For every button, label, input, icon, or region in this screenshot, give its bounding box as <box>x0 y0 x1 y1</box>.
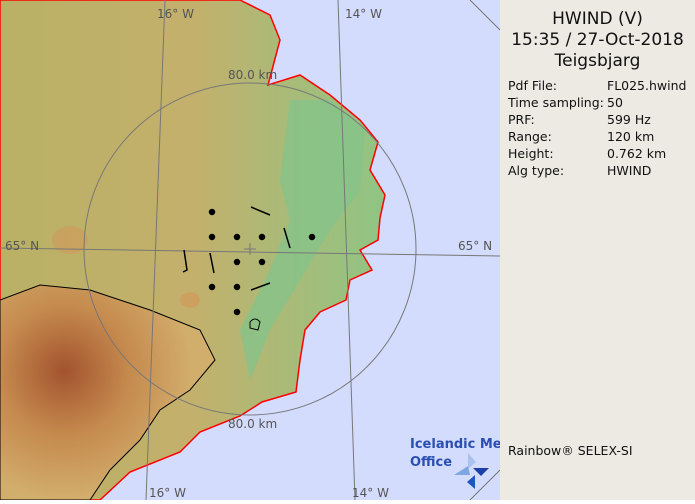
info-value: HWIND <box>607 163 652 178</box>
calm-point <box>258 233 266 241</box>
site-name: Teigsbjarg <box>554 51 641 71</box>
product-title: HWIND (V) <box>552 9 643 29</box>
calm-point <box>233 283 241 291</box>
range-label-bottom: 80.0 km <box>228 417 277 431</box>
lat-label-right: 65° N <box>458 239 492 253</box>
lat-label-left: 65° N <box>5 239 39 253</box>
lon-label-14w-top: 14° W <box>345 7 382 21</box>
meridian-14w <box>337 0 356 501</box>
wind-barb <box>283 227 291 249</box>
info-label: Time sampling: <box>508 95 604 110</box>
info-label: Height: <box>508 146 554 161</box>
info-label: Pdf File: <box>508 78 557 93</box>
info-value: 599 Hz <box>607 112 651 127</box>
lon-label-16w-top: 16° W <box>157 7 194 21</box>
map-canvas: 16° W 14° W 16° W 14° W 65° N 65° N 80.0… <box>0 0 508 501</box>
calm-point <box>233 233 241 241</box>
info-label: PRF: <box>508 112 535 127</box>
calm-point <box>258 258 266 266</box>
datetime: 15:35 / 27-Oct-2018 <box>511 30 684 50</box>
calm-point <box>308 233 316 241</box>
lake <box>249 318 261 331</box>
calm-point <box>208 208 216 216</box>
calm-point <box>233 308 241 316</box>
wind-barb <box>209 252 215 274</box>
calm-point <box>208 233 216 241</box>
svg-text:Icelandic Met: Icelandic Met <box>410 437 500 452</box>
imo-logo: Icelandic Met Office <box>410 437 508 489</box>
calm-point <box>233 258 241 266</box>
svg-text:Office: Office <box>410 455 452 470</box>
info-panel: HWIND (V) 15:35 / 27-Oct-2018 Teigsbjarg… <box>500 0 695 500</box>
range-ring <box>83 82 417 416</box>
wind-barb <box>182 249 188 273</box>
wind-barb <box>250 282 271 291</box>
software-label: Rainbow® SELEX-SI <box>508 443 633 458</box>
green-lowland <box>240 100 365 380</box>
info-value: FL025.hwind <box>607 78 687 93</box>
lon-label-14w-bottom: 14° W <box>352 486 389 500</box>
calm-point <box>208 283 216 291</box>
info-value: 0.762 km <box>607 146 667 161</box>
wind-barbs <box>182 206 316 316</box>
info-value: 50 <box>607 95 623 110</box>
radar-site-marker <box>244 243 256 255</box>
range-label-top: 80.0 km <box>228 68 277 82</box>
info-value: 120 km <box>607 129 655 144</box>
wind-barb <box>250 206 271 216</box>
lon-label-16w-bottom: 16° W <box>149 486 186 500</box>
radar-map[interactable]: 16° W 14° W 16° W 14° W 65° N 65° N 80.0… <box>0 0 508 501</box>
info-label: Range: <box>508 129 552 144</box>
info-label: Alg type: <box>508 163 565 178</box>
